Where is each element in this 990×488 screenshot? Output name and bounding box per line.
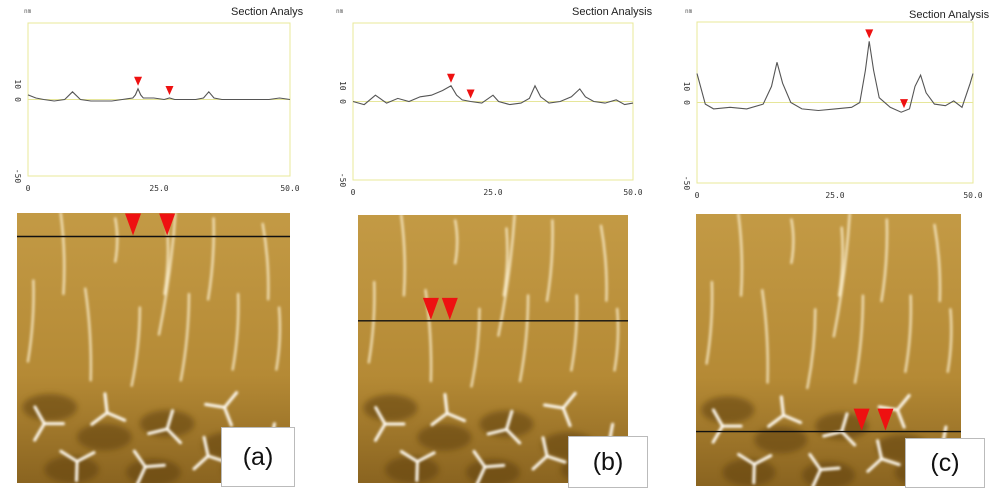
x-tick-label-c: 50.0 xyxy=(963,191,982,200)
profile-marker-b-2 xyxy=(466,89,475,99)
x-tick-label-a: 25.0 xyxy=(149,184,168,193)
x-tick-label-b: 0 xyxy=(351,188,356,197)
afm-marker-a-1 xyxy=(125,213,142,236)
afm-marker-b-1 xyxy=(422,297,439,320)
profile-svg-c: 10 0 -50 0 25.0 50.0 xyxy=(682,21,983,200)
x-tick-label-c: 0 xyxy=(695,191,700,200)
profile-line-b xyxy=(352,84,634,106)
profile-marker-c-2 xyxy=(900,99,908,109)
afm-marker-c-1 xyxy=(853,408,870,431)
profile-marker-a-2 xyxy=(165,85,174,95)
y-unit-label-b: nm xyxy=(336,8,344,15)
profile-marker-a-1 xyxy=(134,76,143,86)
panel-label-c: (c) xyxy=(905,438,985,488)
y-tick-label-a: 0 xyxy=(13,97,22,102)
afm-image-c xyxy=(696,214,961,486)
y-tick-label-a: -50 xyxy=(13,169,22,184)
x-tick-label-c: 25.0 xyxy=(825,191,844,200)
profile-svg-b: 10 0 -50 0 25.0 50.0 xyxy=(338,22,643,197)
y-tick-label-b: -50 xyxy=(338,173,347,188)
x-tick-label-a: 50.0 xyxy=(280,184,299,193)
panel-label-b: (b) xyxy=(568,436,648,488)
y-unit-label-c: nm xyxy=(685,8,693,15)
y-unit-label-a: nm xyxy=(24,8,32,15)
panel-b: nm Section Analysis 10 0 -50 0 25.0 50.0 (b) xyxy=(318,0,658,488)
profile-marker-b-1 xyxy=(447,73,455,83)
x-tick-label-b: 25.0 xyxy=(483,188,502,197)
profile-svg-a: 10 0 -50 0 25.0 50.0 xyxy=(13,22,300,193)
y-tick-label-c: 10 xyxy=(682,82,691,92)
y-tick-label-a: 10 xyxy=(13,79,22,89)
section-plot-a: nm Section Analys 10 0 -50 0 25.0 50.0 xyxy=(0,0,310,205)
y-tick-label-b: 10 xyxy=(338,81,347,91)
profile-line-c xyxy=(696,41,974,113)
plot-title-c: Section Analysis xyxy=(909,9,990,21)
section-plot-c: nm Section Analysis 10 0 -50 0 25.0 50.0 xyxy=(655,0,990,212)
afm-marker-a-2 xyxy=(159,213,176,236)
profile-marker-c-1 xyxy=(865,29,874,39)
plot-title-b: Section Analysis xyxy=(572,6,653,18)
section-plot-b: nm Section Analysis 10 0 -50 0 25.0 50.0 xyxy=(318,0,658,205)
profile-line-a xyxy=(27,87,291,102)
panel-a: nm Section Analys 10 0 -50 0 25.0 50.0 (a) xyxy=(0,0,310,488)
afm-marker-c-2 xyxy=(877,408,894,431)
panel-label-a: (a) xyxy=(221,427,295,487)
y-tick-label-c: -50 xyxy=(682,176,691,191)
x-tick-label-a: 0 xyxy=(26,184,31,193)
y-tick-label-b: 0 xyxy=(338,99,347,104)
x-tick-label-b: 50.0 xyxy=(623,188,642,197)
y-tick-label-c: 0 xyxy=(682,100,691,105)
afm-marker-b-2 xyxy=(441,297,458,320)
panel-c: nm Section Analysis 10 0 -50 0 25.0 50.0 (c) xyxy=(655,0,990,488)
plot-title-a: Section Analys xyxy=(231,6,304,18)
